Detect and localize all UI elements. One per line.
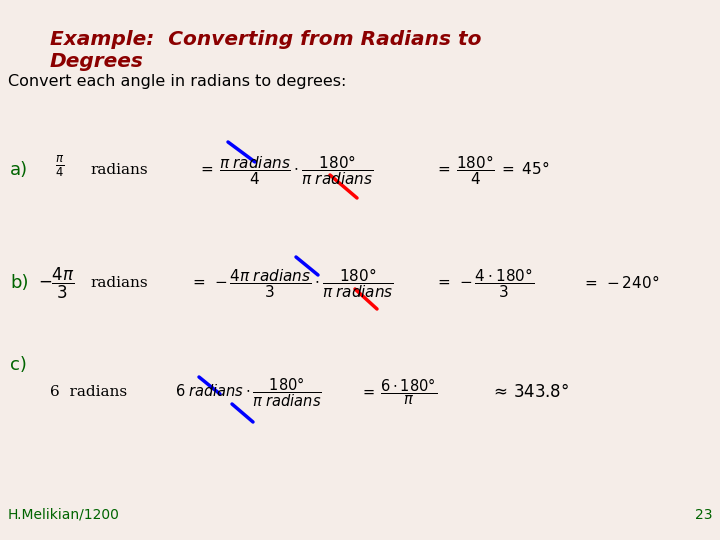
Text: $\approx\,343.8°$: $\approx\,343.8°$ (490, 383, 569, 401)
Text: Convert each angle in radians to degrees:: Convert each angle in radians to degrees… (8, 74, 346, 89)
Text: $=\,\dfrac{6\cdot180°}{\pi}$: $=\,\dfrac{6\cdot180°}{\pi}$ (360, 377, 437, 407)
Text: 23: 23 (695, 508, 712, 522)
Text: $=\,\dfrac{\pi\;\mathit{radians}}{4}\cdot\dfrac{180°}{\pi\;\mathit{radians}}$: $=\,\dfrac{\pi\;\mathit{radians}}{4}\cdo… (198, 153, 374, 187)
Text: $=\,-\dfrac{4\pi\;\mathit{radians}}{3}\cdot\dfrac{180°}{\pi\;\mathit{radians}}$: $=\,-\dfrac{4\pi\;\mathit{radians}}{3}\c… (190, 266, 394, 300)
Text: radians: radians (90, 163, 148, 177)
Text: $-\dfrac{4\pi}{3}$: $-\dfrac{4\pi}{3}$ (38, 265, 75, 301)
Text: $6\;\mathit{radians}\cdot\dfrac{180°}{\pi\;\mathit{radians}}$: $6\;\mathit{radians}\cdot\dfrac{180°}{\p… (175, 375, 322, 409)
Text: a): a) (10, 161, 28, 179)
Text: b): b) (10, 274, 29, 292)
Text: Degrees: Degrees (50, 52, 144, 71)
Text: $=\,-240°$: $=\,-240°$ (582, 274, 660, 292)
Text: $=\,\dfrac{180°}{4}\;=\;45°$: $=\,\dfrac{180°}{4}\;=\;45°$ (435, 153, 549, 187)
Text: c): c) (10, 356, 27, 374)
Text: radians: radians (90, 276, 148, 290)
Text: H.Melikian/1200: H.Melikian/1200 (8, 508, 120, 522)
Text: $=\,-\dfrac{4\cdot180°}{3}$: $=\,-\dfrac{4\cdot180°}{3}$ (435, 266, 534, 300)
Text: 6  radians: 6 radians (50, 385, 127, 399)
Text: $\frac{\pi}{4}$: $\frac{\pi}{4}$ (55, 153, 64, 179)
Text: Example:  Converting from Radians to: Example: Converting from Radians to (50, 30, 482, 49)
